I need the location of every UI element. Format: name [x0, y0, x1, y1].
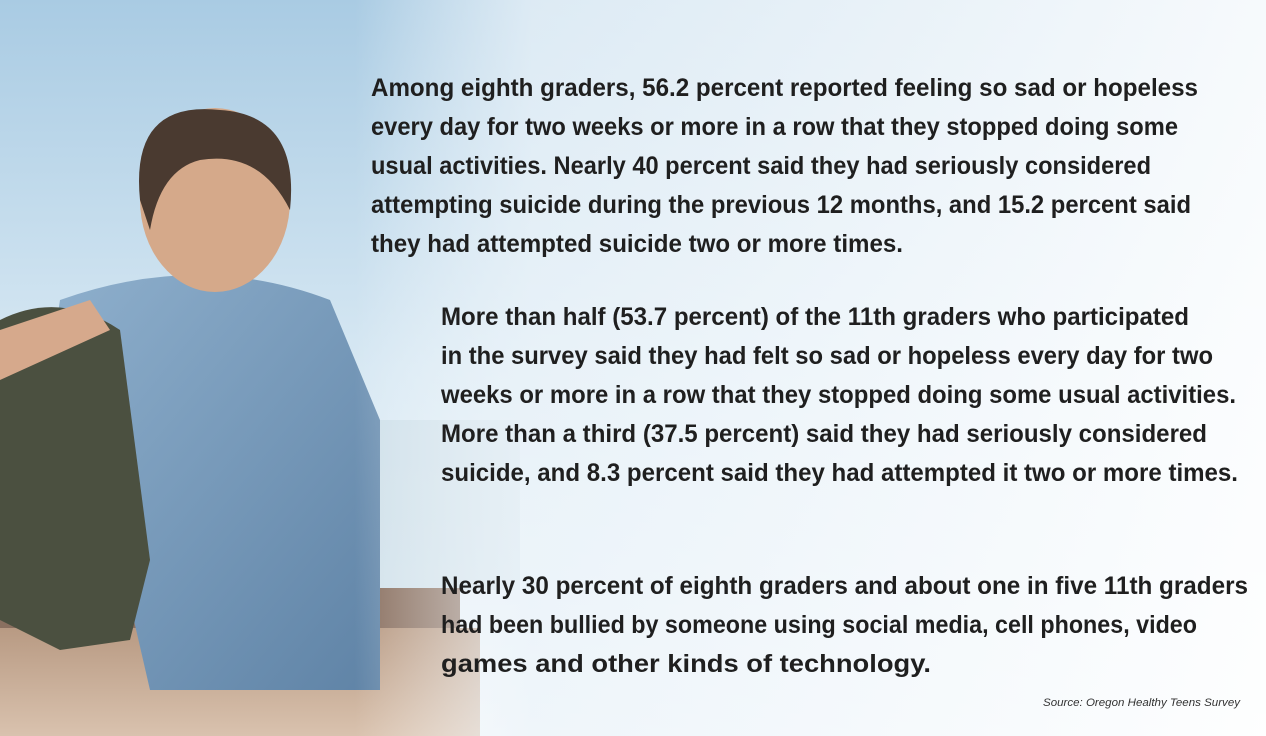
- paragraph-line: Nearly 30 percent of eighth graders and …: [441, 572, 1248, 600]
- page: Among eighth graders, 56.2 percent repor…: [0, 0, 1266, 736]
- paragraph-line: in the survey said they had felt so sad …: [441, 342, 1213, 370]
- paragraph-line: usual activities. Nearly 40 percent said…: [371, 152, 1151, 180]
- paragraph-line: weeks or more in a row that they stopped…: [440, 381, 1236, 409]
- paragraph-line: Among eighth graders, 56.2 percent repor…: [371, 74, 1198, 102]
- paragraph-line: More than half (53.7 percent) of the 11t…: [441, 303, 1189, 331]
- paragraph-line: games and other kinds of technology.: [441, 650, 931, 678]
- paragraph-line: had been bullied by someone using social…: [441, 611, 1197, 639]
- paragraph-line: More than a third (37.5 percent) said th…: [441, 420, 1207, 448]
- infographic: Among eighth graders, 56.2 percent repor…: [0, 0, 1266, 736]
- paragraph-line: attempting suicide during the previous 1…: [371, 191, 1191, 219]
- text-block: Among eighth graders, 56.2 percent repor…: [371, 74, 1248, 709]
- paragraph-line: suicide, and 8.3 percent said they had a…: [441, 459, 1238, 487]
- paragraph-line: they had attempted suicide two or more t…: [371, 230, 903, 258]
- paragraph-line: every day for two weeks or more in a row…: [371, 113, 1178, 141]
- source-note: Source: Oregon Healthy Teens Survey: [1043, 697, 1242, 709]
